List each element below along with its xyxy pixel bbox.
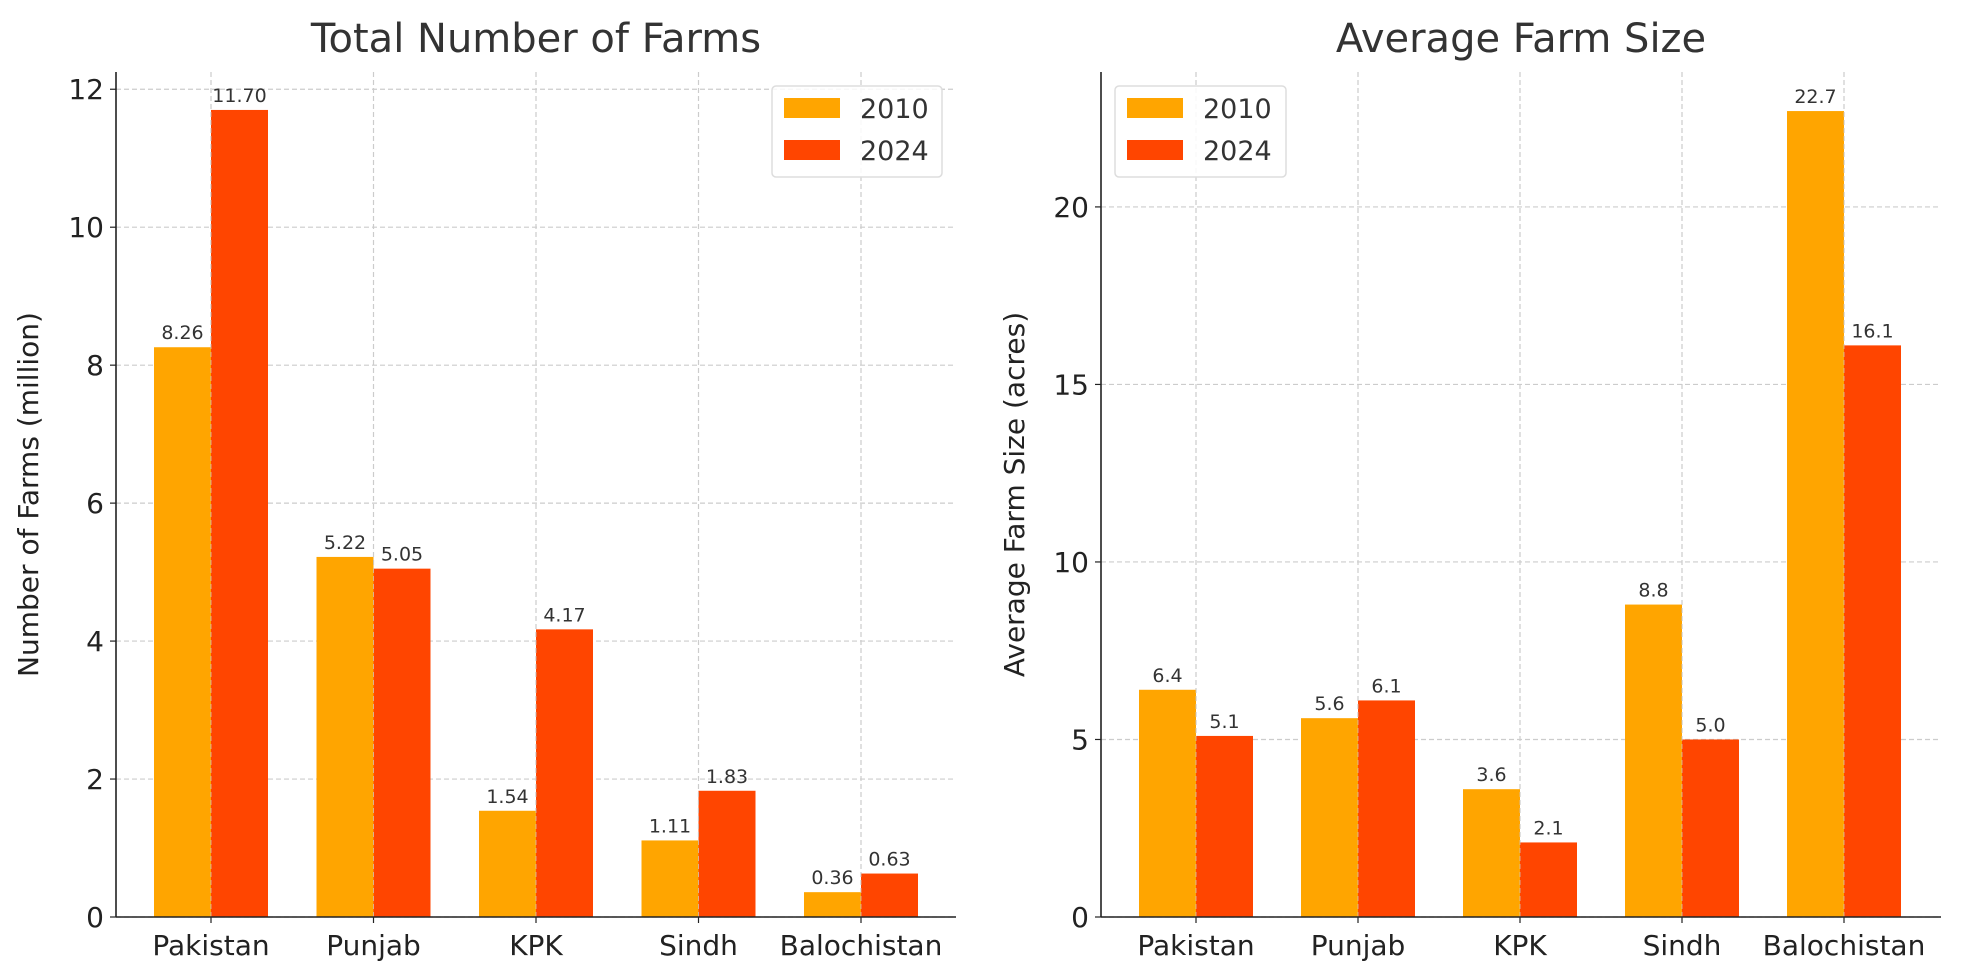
- bar-value-label: 2.1: [1533, 817, 1563, 839]
- bar-value-label: 5.22: [324, 532, 366, 554]
- y-tick-label: 20: [1053, 191, 1089, 224]
- bar-value-label: 5.1: [1209, 711, 1239, 733]
- y-tick-label: 4: [86, 625, 104, 658]
- bar-2024-pakistan: [1196, 735, 1253, 917]
- bar-2010-kpk: [1463, 789, 1520, 917]
- legend-label: 2024: [860, 136, 929, 167]
- bar-2010-sindh: [1625, 604, 1682, 917]
- legend-label: 2010: [860, 94, 929, 125]
- bar-2010-balochistan: [804, 892, 861, 917]
- bar-value-label: 1.54: [486, 786, 528, 808]
- legend: 2010 2024: [771, 85, 943, 178]
- bar-2024-kpk: [536, 629, 593, 917]
- x-tick-label: Pakistan: [1137, 929, 1254, 962]
- legend-label: 2010: [1203, 94, 1272, 125]
- bar-value-label: 11.70: [212, 85, 266, 107]
- bar-value-label: 22.7: [1794, 86, 1836, 108]
- legend: 2010 2024: [1114, 85, 1287, 178]
- x-tick-label: Pakistan: [152, 929, 269, 962]
- legend-swatch-2010: [784, 98, 840, 118]
- bar-2024-sindh: [698, 790, 756, 917]
- bar-2024-pakistan: [211, 109, 268, 917]
- chart-title: Average Farm Size: [1336, 16, 1706, 62]
- bar-2010-punjab: [316, 556, 374, 917]
- bar-value-label: 1.83: [706, 766, 748, 788]
- bar-value-label: 1.11: [649, 815, 691, 837]
- bar-2010-pakistan: [154, 347, 211, 917]
- bar-2010-balochistan: [1787, 111, 1844, 917]
- legend-swatch-2024: [1127, 140, 1183, 160]
- bar-value-label: 8.8: [1638, 580, 1668, 602]
- legend-swatch-2010: [1127, 98, 1183, 118]
- bar-2010-punjab: [1301, 718, 1358, 917]
- y-axis-label: Number of Farms (million): [12, 312, 45, 677]
- bar-value-label: 3.6: [1476, 764, 1506, 786]
- y-tick-label: 8: [86, 349, 104, 382]
- x-tick-label: KPK: [1493, 929, 1547, 962]
- bar-value-label: 6.4: [1152, 665, 1182, 687]
- y-tick-label: 5: [1071, 723, 1089, 756]
- y-tick-label: 12: [68, 73, 104, 106]
- x-tick-label: Punjab: [326, 929, 421, 962]
- y-tick-label: 0: [86, 901, 104, 934]
- bar-2010-pakistan: [1139, 689, 1196, 917]
- bar-2010-sindh: [641, 840, 699, 917]
- x-tick-label: Punjab: [1311, 929, 1406, 962]
- bar-2024-balochistan: [1844, 345, 1901, 918]
- y-tick-label: 15: [1053, 368, 1089, 401]
- x-tick-label: KPK: [509, 929, 563, 962]
- x-tick-label: Sindh: [659, 929, 738, 962]
- bar-2024-punjab: [1358, 700, 1415, 917]
- bar-2010-kpk: [479, 810, 536, 917]
- bar-value-label: 5.05: [381, 544, 423, 566]
- bar-value-label: 6.1: [1371, 675, 1401, 697]
- bar-value-label: 0.36: [811, 867, 853, 889]
- x-tick-label: Balochistan: [1763, 929, 1926, 962]
- chart-panel-2: 0 5 10 15 20 6.4 5.6 3.6 8.8 22.7 5.1 6.1 2.1 5.0 16.1…: [998, 16, 1941, 962]
- chart-panel-1: 0 2 4 6 8 10 12 8.26 5.22 1.54 1.11 0.36 11.70 5.05 4.…: [12, 16, 956, 962]
- y-tick-label: 10: [68, 211, 104, 244]
- chart-title: Total Number of Farms: [310, 16, 761, 62]
- y-tick-label: 2: [86, 763, 104, 796]
- x-tick-label: Sindh: [1643, 929, 1722, 962]
- bar-value-label: 5.6: [1314, 693, 1344, 715]
- bar-value-label: 8.26: [161, 322, 203, 344]
- y-axis-label: Average Farm Size (acres): [998, 312, 1031, 677]
- bar-2024-balochistan: [861, 873, 918, 917]
- bar-value-label: 16.1: [1851, 320, 1893, 342]
- bar-value-label: 0.63: [868, 849, 910, 871]
- bar-2024-punjab: [373, 568, 431, 917]
- bar-value-label: 4.17: [543, 604, 585, 626]
- legend-swatch-2024: [784, 140, 840, 160]
- legend-label: 2024: [1203, 136, 1272, 167]
- y-tick-label: 10: [1053, 546, 1089, 579]
- bar-2024-kpk: [1520, 842, 1577, 917]
- y-tick-label: 0: [1071, 901, 1089, 934]
- y-tick-label: 6: [86, 487, 104, 520]
- x-tick-label: Balochistan: [780, 929, 943, 962]
- bar-2024-sindh: [1682, 739, 1739, 917]
- bar-value-label: 5.0: [1695, 714, 1725, 736]
